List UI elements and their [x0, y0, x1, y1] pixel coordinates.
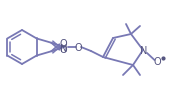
Text: O: O [74, 43, 82, 53]
Text: N: N [60, 44, 68, 53]
Text: N: N [140, 47, 148, 56]
Text: O: O [60, 45, 67, 55]
Text: O: O [60, 39, 67, 49]
Text: O: O [153, 57, 161, 67]
